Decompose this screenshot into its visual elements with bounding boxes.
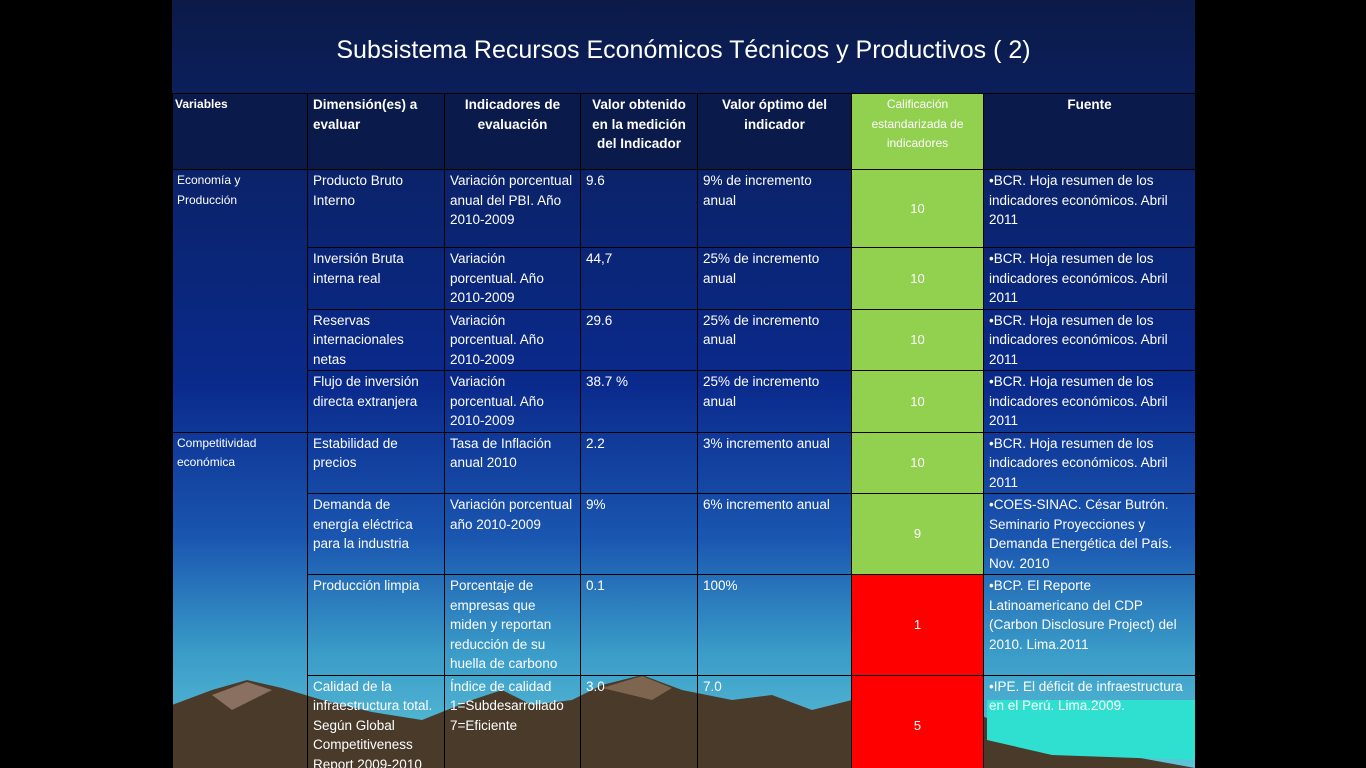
optimum-cell: 25% de incremento anual	[697, 370, 852, 433]
column-header: Fuente	[983, 93, 1195, 170]
optimum-cell: 25% de incremento anual	[697, 247, 852, 310]
source-cell: •BCR. Hoja resumen de los indicadores ec…	[983, 308, 1195, 371]
indicator-cell: Variación porcentual. Año 2010-2009	[444, 370, 581, 433]
source-cell: •BCR. Hoja resumen de los indicadores ec…	[983, 247, 1195, 310]
indicator-cell: Porcentaje de empresas que miden y repor…	[444, 574, 581, 676]
score-cell: 1	[851, 574, 984, 676]
source-cell: •COES-SINAC. César Butrón. Seminario Pro…	[983, 493, 1195, 575]
score-cell: 10	[851, 247, 984, 310]
column-header: Indicadores de evaluación	[444, 93, 581, 170]
indicator-cell: Variación porcentual. Año 2010-2009	[444, 247, 581, 310]
indicator-cell: Índice de calidad 1=Subdesarrollado 7=Ef…	[444, 674, 581, 768]
optimum-cell: 7.0	[697, 674, 852, 768]
value-cell: 0.1	[580, 574, 698, 676]
table-row: Calidad de la infraestructura total. Seg…	[173, 674, 1195, 768]
value-cell: 44,7	[580, 247, 698, 310]
variable-cell: Competitividad económica	[172, 431, 308, 768]
table-row: Inversión Bruta interna real Variación po…	[173, 247, 1195, 310]
indicator-cell: Variación porcentual año 2010-2009	[444, 493, 581, 575]
optimum-cell: 100%	[697, 574, 852, 676]
dimension-cell: Reservas internacionales netas	[307, 308, 445, 371]
optimum-cell: 6% incremento anual	[697, 493, 852, 575]
score-cell: 10	[851, 169, 984, 248]
slide-title: Subsistema Recursos Económicos Técnicos …	[336, 36, 1031, 64]
value-cell: 9.6	[580, 169, 698, 248]
table-body: Economía y Producción Producto Bruto Inte…	[172, 169, 1195, 768]
dimension-cell: Producción limpia	[307, 574, 445, 676]
source-cell: •BCP. El Reporte Latinoamericano del CDP…	[983, 574, 1195, 676]
optimum-cell: 25% de incremento anual	[697, 308, 852, 371]
value-cell: 9%	[580, 493, 698, 575]
column-header: Variables	[172, 93, 308, 170]
table-row: Reservas internacionales netas Variación …	[173, 308, 1195, 371]
dimension-cell: Estabilidad de precios	[307, 431, 445, 494]
source-cell: •BCR. Hoja resumen de los indicadores ec…	[983, 370, 1195, 433]
value-cell: 29.6	[580, 308, 698, 371]
column-header: Valor óptimo del indicador	[697, 93, 852, 170]
table-row: Demanda de energía eléctrica para la ind…	[173, 493, 1195, 575]
score-cell: 5	[851, 674, 984, 768]
data-table: Variables Dimensión(es) a evaluar Indicado…	[172, 93, 1195, 768]
score-cell: 10	[851, 308, 984, 371]
score-cell: 10	[851, 431, 984, 494]
optimum-cell: 3% incremento anual	[697, 431, 852, 494]
column-header: Calificación estandarizada de indicadore…	[851, 93, 984, 170]
variable-cell: Economía y Producción	[172, 169, 308, 433]
indicator-cell: Variación porcentual. Año 2010-2009	[444, 308, 581, 371]
value-cell: 38.7 %	[580, 370, 698, 433]
dimension-cell: Inversión Bruta interna real	[307, 247, 445, 310]
indicator-cell: Tasa de Inflación anual 2010	[444, 431, 581, 494]
table-row: Competitividad económica Estabilidad de p…	[172, 431, 1195, 768]
optimum-cell: 9% de incremento anual	[697, 169, 852, 248]
dimension-cell: Calidad de la infraestructura total. Seg…	[307, 674, 445, 768]
indicator-cell: Variación porcentual anual del PBI. Año …	[444, 169, 581, 248]
dimension-cell: Producto Bruto Interno	[307, 169, 445, 248]
table-row: Economía y Producción Producto Bruto Inte…	[172, 169, 1195, 433]
value-cell: 2.2	[580, 431, 698, 494]
table-row: Flujo de inversión directa extranjera Var…	[173, 370, 1195, 433]
table-row: Producción limpia Porcentaje de empresas …	[173, 574, 1195, 676]
header-row: Variables Dimensión(es) a evaluar Indicado…	[172, 93, 1195, 170]
slide: Subsistema Recursos Económicos Técnicos …	[172, 0, 1195, 768]
score-cell: 10	[851, 370, 984, 433]
dimension-cell: Demanda de energía eléctrica para la ind…	[307, 493, 445, 575]
source-cell: •IPE. El déficit de infraestructura en e…	[983, 674, 1195, 768]
source-cell: •BCR. Hoja resumen de los indicadores ec…	[983, 431, 1195, 494]
dimension-cell: Flujo de inversión directa extranjera	[307, 370, 445, 433]
source-cell: •BCR. Hoja resumen de los indicadores ec…	[983, 169, 1195, 248]
value-cell: 3.0	[580, 674, 698, 768]
column-header: Dimensión(es) a evaluar	[307, 93, 445, 170]
score-cell: 9	[851, 493, 984, 575]
column-header: Valor obtenido en la medición del Indica…	[580, 93, 698, 170]
